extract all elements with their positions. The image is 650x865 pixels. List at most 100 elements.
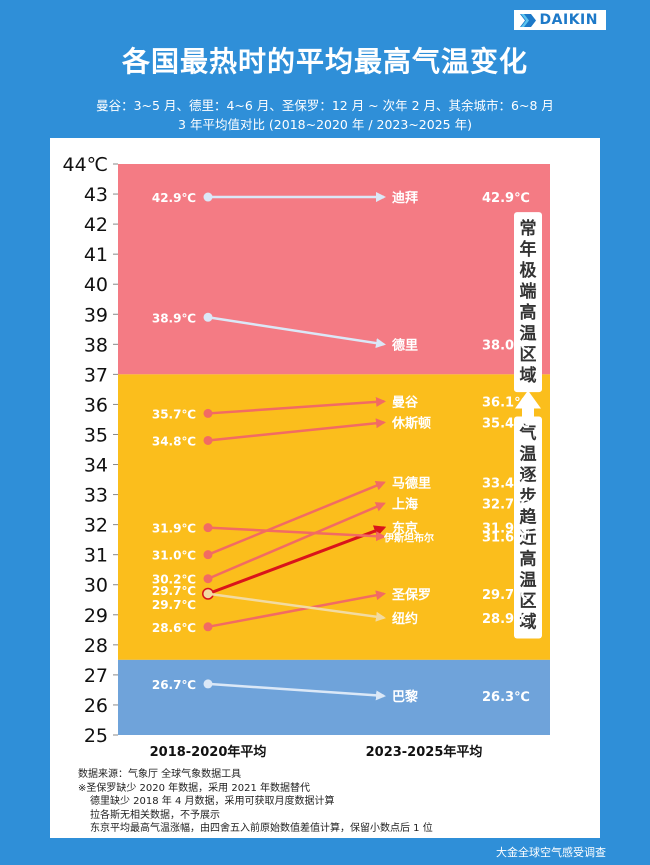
y-tick-label-36: 36 (84, 394, 108, 416)
note-1: ※圣保罗缺少 2020 年数据，采用 2021 年数据替代 (78, 782, 310, 794)
zone-band-0 (118, 164, 550, 375)
notes: 数据来源：气象厅 全球气象数据工具 ※圣保罗缺少 2020 年数据，采用 202… (78, 768, 598, 836)
svg-text:年: 年 (520, 239, 537, 260)
svg-text:温: 温 (520, 444, 537, 464)
note-2: 德里缺少 2018 年 4 月数据，采用可获取月度数据计算 (90, 796, 335, 807)
footer-survey: 大金全球空气感受调查 (496, 846, 606, 859)
series-start-label-9: 29.7℃ (152, 598, 196, 612)
series-name-1: 德里 (392, 337, 418, 353)
series-line-10 (207, 682, 386, 701)
zone-band-1 (118, 374, 550, 660)
y-tick-label-42: 42 (84, 214, 108, 236)
series-name-10: 巴黎 (392, 689, 418, 705)
x-category-label-0: 2018-2020年平均 (150, 744, 267, 760)
svg-text:趋: 趋 (520, 506, 538, 527)
series-start-point-9 (203, 589, 213, 599)
y-tick-label-39: 39 (84, 304, 108, 326)
series-line-6 (207, 525, 387, 596)
zone-label-approaching-box (514, 416, 542, 639)
svg-text:高: 高 (520, 548, 537, 569)
series-end-label-5: 32.7℃ (482, 498, 530, 513)
svg-text:域: 域 (520, 365, 537, 386)
series-start-label-1: 38.9℃ (152, 311, 196, 325)
series-start-point-1 (203, 312, 213, 322)
series-start-point-5 (203, 574, 213, 584)
series-name-3: 休斯顿 (391, 415, 431, 431)
series-line-8 (207, 590, 386, 629)
chart-panel: 常年极端高温区域气温逐步趋近高温区域 25 26 27 28 29 30 31 32 33 34 35… (50, 138, 600, 838)
svg-text:近: 近 (520, 527, 537, 548)
logo-text: DAIKIN (539, 12, 598, 28)
subtitle-period: 3 年平均值对比 (2018~2020 年 / 2023~2025 年) (178, 117, 472, 132)
series-start-label-2: 35.7℃ (152, 407, 196, 421)
series-start-label-4: 31.0℃ (152, 549, 196, 563)
series-end-label-7: 31.6℃ (482, 531, 530, 546)
y-tick-label-41: 41 (84, 244, 108, 266)
y-tick-label-31: 31 (84, 545, 108, 567)
y-tick-label-28: 28 (84, 635, 108, 657)
series-end-label-9: 28.9℃ (482, 612, 530, 627)
y-tick-label-26: 26 (84, 695, 108, 717)
series-line-9 (207, 592, 386, 622)
series-start-point-4 (203, 550, 213, 560)
series-end-label-10: 26.3℃ (482, 690, 530, 705)
temperature-chart: 常年极端高温区域气温逐步趋近高温区域2526272829303132333435… (62, 154, 550, 760)
series-start-label-8: 28.6℃ (152, 621, 196, 635)
y-tick-label-29: 29 (84, 605, 108, 627)
series-line-1 (207, 316, 386, 349)
y-tick-label-43: 43 (84, 184, 108, 206)
series-line-3 (207, 418, 386, 442)
series-start-label-0: 42.9℃ (152, 191, 196, 205)
svg-text:极: 极 (520, 261, 537, 281)
series-end-label-4: 33.4℃ (482, 477, 530, 492)
y-tick-label-37: 37 (84, 364, 108, 386)
zone-label-extreme-box (514, 212, 542, 393)
series-end-label-2: 36.1℃ (482, 395, 530, 410)
page-title: 各国最热时的平均最高气温变化 (121, 45, 528, 78)
series-line-7 (207, 526, 386, 542)
series-line-5 (207, 502, 386, 580)
subtitle-months: 曼谷：3~5 月、德里：4~6 月、圣保罗：12 月 ~ 次年 2 月、其余城市… (96, 98, 554, 113)
series-name-7: 伊斯坦布尔 (383, 532, 434, 545)
svg-text:区: 区 (520, 591, 537, 611)
x-category-label-1: 2023-2025年平均 (366, 744, 483, 760)
svg-text:逐: 逐 (520, 465, 537, 485)
svg-text:区: 区 (520, 345, 537, 365)
daikin-logo-icon (519, 13, 536, 27)
y-tick-label-33: 33 (84, 485, 108, 507)
note-source: 数据来源：气象厅 全球气象数据工具 (78, 769, 242, 780)
svg-text:温: 温 (520, 570, 537, 590)
y-tick-label-44: 44℃ (62, 154, 108, 176)
series-name-8: 圣保罗 (392, 587, 431, 603)
series-start-point-8 (203, 622, 213, 632)
series-start-label-5: 30.2℃ (152, 573, 196, 587)
series-start-point-3 (203, 435, 213, 445)
svg-text:步: 步 (520, 485, 537, 506)
y-tick-label-25: 25 (84, 725, 108, 747)
series-name-4: 马德里 (392, 476, 431, 492)
y-tick-label-40: 40 (84, 274, 108, 296)
trend-up-arrow-icon (515, 390, 541, 419)
y-tick-label-32: 32 (84, 515, 108, 537)
y-tick-label-35: 35 (84, 424, 108, 446)
series-name-9: 纽约 (392, 611, 418, 627)
svg-text:域: 域 (520, 611, 537, 632)
note-3: 拉各斯无相关数据，不予展示 (90, 809, 220, 821)
y-tick-label-38: 38 (84, 334, 108, 356)
series-end-label-1: 38.0℃ (482, 338, 530, 353)
series-end-label-6: 31.9℃ (482, 522, 530, 537)
zone-band-2 (118, 659, 550, 735)
series-end-label-3: 35.4℃ (482, 416, 530, 431)
series-start-point-2 (203, 408, 213, 418)
series-name-5: 上海 (392, 497, 418, 513)
series-start-point-0 (203, 192, 213, 202)
series-start-point-7 (203, 523, 213, 533)
svg-text:高: 高 (520, 302, 537, 323)
series-start-label-3: 34.8℃ (152, 434, 196, 448)
series-start-label-10: 26.7℃ (152, 678, 196, 692)
series-start-label-7: 31.9℃ (152, 522, 196, 536)
series-name-6: 东京 (392, 521, 418, 537)
svg-text:温: 温 (520, 324, 537, 344)
series-name-0: 迪拜 (392, 190, 418, 206)
series-line-2 (207, 396, 386, 415)
